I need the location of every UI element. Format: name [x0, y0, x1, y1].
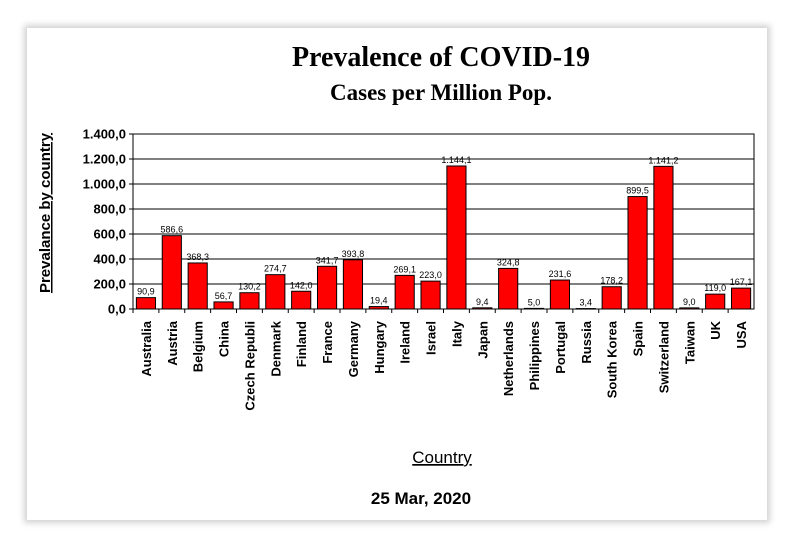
bar-china — [213, 301, 234, 310]
data-label: 324,8 — [497, 257, 520, 267]
bar-australia — [135, 297, 157, 310]
x-tick-label: USA — [734, 320, 749, 348]
bar-czech-republi — [239, 292, 260, 310]
bar-ireland — [394, 274, 415, 310]
data-label: 586,6 — [161, 225, 184, 235]
gridlines — [129, 133, 754, 310]
x-tick-label: Denmark — [268, 320, 283, 376]
bar-france — [316, 265, 338, 310]
data-label: 393,8 — [342, 249, 365, 259]
x-tick-label: China — [217, 320, 232, 357]
x-tick-label: Taiwan — [682, 321, 697, 364]
data-label: 56,7 — [215, 291, 233, 301]
x-tick-label: Japan — [475, 321, 490, 359]
bar-finland — [291, 290, 312, 310]
x-tick-label: Australia — [139, 320, 154, 376]
data-label: 9,4 — [476, 297, 489, 307]
x-tick-label: Ireland — [398, 321, 413, 364]
bar-israel — [420, 280, 441, 310]
x-axis-label: Country — [412, 448, 472, 467]
data-label: 223,0 — [419, 270, 442, 280]
x-tick-label: Belgium — [191, 321, 206, 372]
data-label: 341,7 — [316, 255, 339, 265]
bar-austria — [161, 235, 182, 310]
x-tick-label: Finland — [294, 321, 309, 367]
bar-germany — [342, 259, 364, 310]
bar-netherlands — [498, 267, 519, 310]
bar-italy — [446, 165, 467, 310]
bar-portugal — [549, 279, 571, 310]
data-label: 274,7 — [264, 264, 287, 274]
data-label: 142,0 — [290, 280, 313, 290]
x-tick-labels: Australia Austria Belgium China Czech Republ… — [132, 309, 749, 411]
x-tick-label: Russia — [579, 320, 594, 363]
x-tick-label: Germany — [346, 320, 361, 377]
y-tick-label: 1.200,0 — [83, 152, 126, 167]
bar-belgium — [187, 262, 208, 310]
y-tick-label: 1.000,0 — [83, 177, 126, 192]
x-tick-label: Switzerland — [656, 321, 671, 393]
x-tick-label: Czech Republi — [242, 321, 257, 411]
y-tick-labels: 0,0 200,0 400,0 600,0 800,0 1.000,0 1.200,0 1.4… — [83, 127, 126, 317]
bar-south-korea — [601, 286, 622, 310]
data-label: 130,2 — [238, 282, 261, 292]
y-tick-label: 800,0 — [93, 202, 126, 217]
data-label: 19,4 — [370, 296, 388, 306]
y-tick-label: 200,0 — [93, 277, 126, 292]
data-label: 119,0 — [704, 283, 726, 293]
bar-switzerland — [653, 165, 674, 310]
data-label: 9,0 — [683, 297, 696, 307]
chart-subtitle: Cases per Million Pop. — [330, 80, 552, 105]
x-tick-label: Austria — [165, 320, 180, 366]
data-label: 167,1 — [730, 277, 753, 287]
bar-denmark — [265, 274, 286, 310]
bars — [135, 165, 752, 310]
data-label: 231,6 — [549, 269, 572, 279]
x-tick-label: UK — [708, 320, 723, 339]
x-tick-label: Spain — [631, 321, 646, 356]
x-tick-label: Portugal — [553, 321, 568, 374]
x-tick-label: Hungary — [372, 320, 387, 374]
plot-area-border — [132, 133, 755, 310]
bar-uk — [705, 293, 726, 310]
y-tick-label: 600,0 — [93, 227, 126, 242]
x-tick-label: Italy — [449, 320, 464, 347]
data-label: 178,2 — [600, 276, 623, 286]
y-axis-label: Prevalance by country — [37, 132, 54, 293]
y-tick-label: 400,0 — [93, 252, 126, 267]
data-label: 5,0 — [528, 297, 541, 307]
y-tick-label: 0,0 — [108, 302, 126, 317]
x-tick-label: France — [320, 321, 335, 364]
data-label: 3,4 — [580, 298, 593, 308]
y-tick-label: 1.400,0 — [83, 127, 126, 142]
chart-title: Prevalence of COVID-19 — [292, 42, 590, 73]
data-label: 1.141,2 — [648, 155, 678, 165]
data-label: 899,5 — [626, 186, 649, 196]
x-tick-label: Philippines — [527, 321, 542, 390]
x-tick-label: Netherlands — [501, 321, 516, 396]
data-label: 269,1 — [393, 264, 416, 274]
data-label: 368,3 — [186, 252, 209, 262]
x-tick-label: Israel — [424, 321, 439, 355]
bar-usa — [730, 287, 752, 310]
bar-spain — [627, 196, 648, 310]
x-tick-label: South Korea — [605, 320, 620, 398]
data-label: 1.144,1 — [441, 155, 471, 165]
data-label: 90,9 — [137, 287, 155, 297]
chart-date: 25 Mar, 2020 — [371, 489, 471, 508]
